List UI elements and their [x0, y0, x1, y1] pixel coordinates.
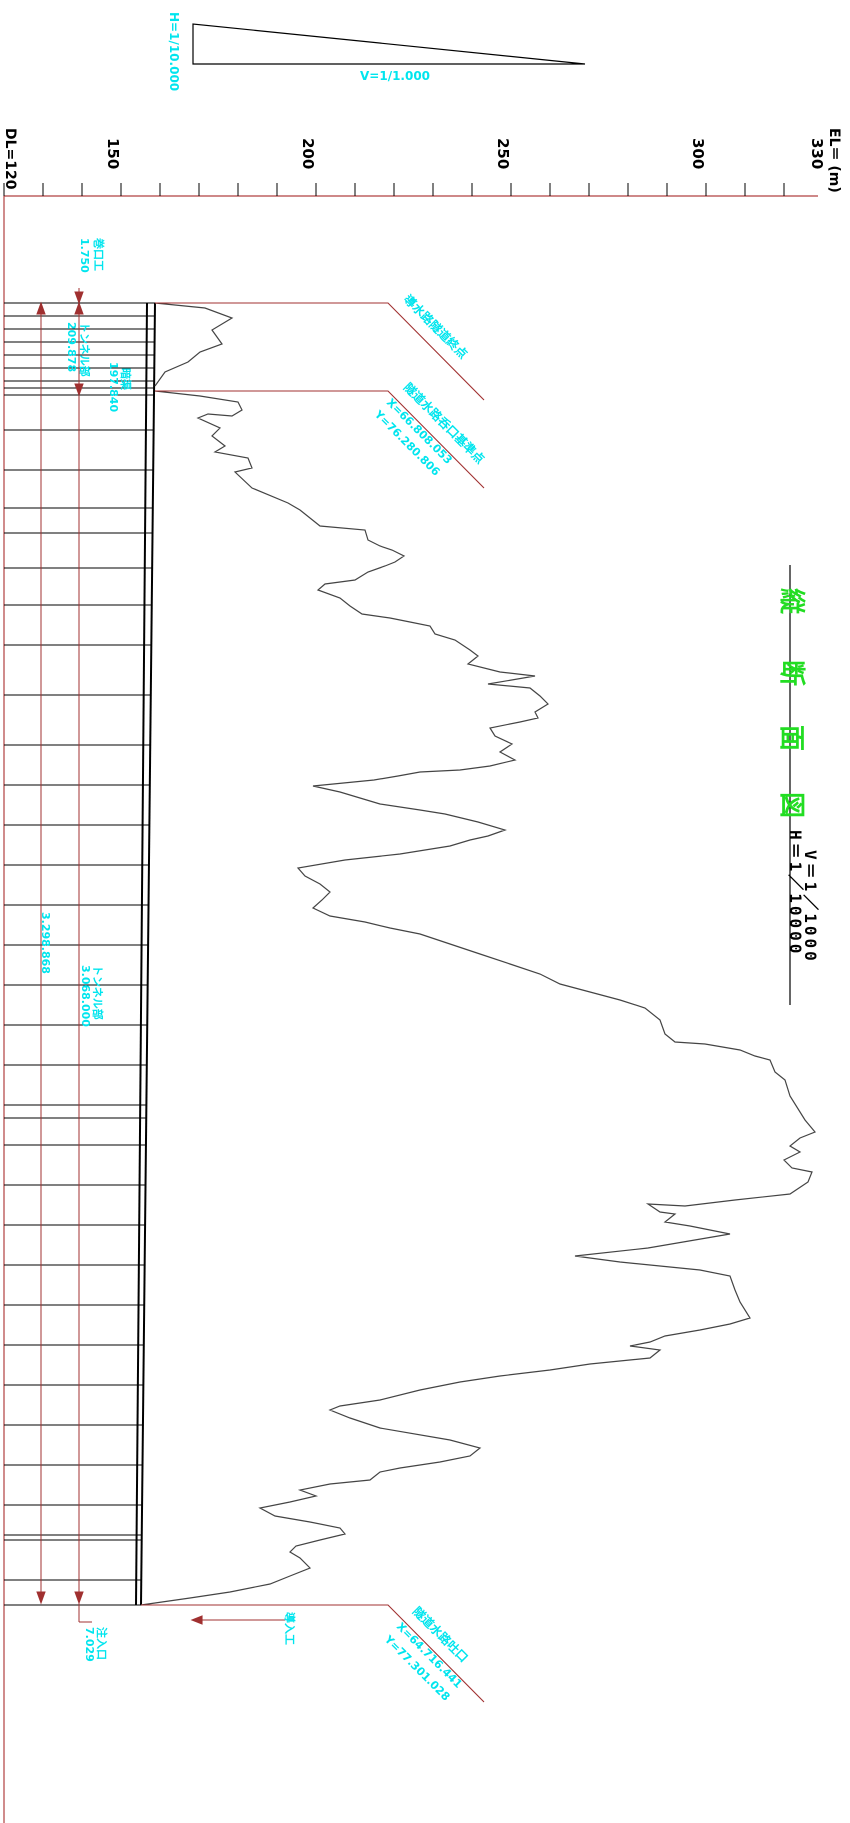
- title-scale-h: H＝1／10000: [786, 830, 805, 956]
- total-length: 3.298.868: [39, 912, 52, 974]
- dimension-lines: [36, 288, 92, 1623]
- scale-indicator: H=1/10.000 V=1/1.000: [167, 12, 586, 91]
- axis-tick-200: 200: [299, 138, 317, 169]
- axis-datum-label: DL=120: [2, 128, 18, 190]
- tunnel-short-length: 209.878: [65, 322, 78, 372]
- tunnel-main-label: トンネル部: [91, 965, 105, 1020]
- title-char-1: 縦: [776, 588, 806, 615]
- axis-ticks: [3, 183, 785, 196]
- culvert-length: 197.840: [107, 362, 120, 412]
- title-char-2: 断: [776, 660, 807, 686]
- inlet-label: 注入口: [95, 1627, 109, 1660]
- inlet-length: 7.029: [83, 1627, 96, 1662]
- axis-tick-150: 150: [104, 138, 122, 169]
- inflow-label: 導入工: [283, 1612, 297, 1645]
- leader-lines: [141, 302, 485, 1703]
- ground-profile-line: [140, 390, 816, 1606]
- elevation-axis: DL=120 150 200 250 300 330 EL＝ (m): [2, 128, 842, 197]
- axis-tick-300: 300: [689, 138, 707, 169]
- point3-name: 隧道水路吐口: [410, 1604, 472, 1666]
- axis-tick-250: 250: [494, 138, 512, 169]
- axis-unit-label: EL＝ (m): [826, 128, 842, 193]
- scale-v-label: V=1/1.000: [360, 69, 430, 83]
- annotations: 巻口工 1.750 トンネル部 209.878 暗渠 197.840 トンネル部…: [39, 237, 488, 1703]
- outlet-box-length: 1.750: [78, 238, 91, 273]
- tunnel-line-inner: [135, 302, 148, 1606]
- title-block: 縦 断 面 図 V＝1／1000 H＝1／10000: [776, 565, 820, 1005]
- portal-profile: [154, 302, 234, 387]
- outlet-box-label: 巻口工: [92, 237, 106, 271]
- title-char-4: 図: [776, 792, 806, 818]
- tunnel-line-outer: [140, 302, 156, 1606]
- scale-triangle: [192, 23, 586, 65]
- axis-tick-330: 330: [808, 138, 826, 169]
- culvert-label: 暗渠: [119, 368, 133, 391]
- scale-h-label: H=1/10.000: [167, 12, 181, 91]
- tunnel-main-length: 3.068.000: [79, 965, 92, 1027]
- title-char-3: 面: [776, 725, 806, 751]
- title-scale-v: V＝1／1000: [801, 850, 820, 964]
- tunnel-invert: [135, 302, 156, 1606]
- tunnel-short-label: トンネル部: [78, 322, 92, 377]
